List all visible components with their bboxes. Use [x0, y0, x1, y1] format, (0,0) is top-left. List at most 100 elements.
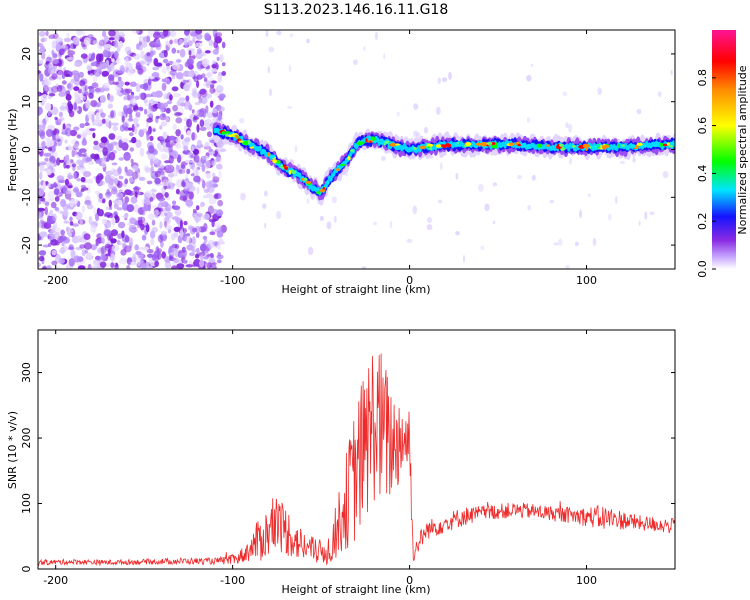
noise-cell [212, 49, 219, 55]
faint-noise-cell [307, 246, 314, 256]
noise-cell [129, 228, 138, 232]
noise-cell [58, 258, 65, 264]
noise-cell [87, 34, 94, 39]
noise-cell [186, 58, 194, 67]
faint-noise-cell [331, 196, 337, 204]
noise-cell [102, 30, 107, 38]
noise-cell [97, 247, 105, 254]
faint-noise-cell [413, 130, 419, 137]
noise-cell [168, 135, 176, 141]
noise-cell [122, 122, 129, 130]
noise-cell [196, 109, 205, 118]
noise-cell [90, 100, 98, 107]
noise-cell [86, 252, 92, 260]
noise-cell [131, 136, 137, 144]
noise-cell [83, 233, 91, 241]
noise-cell [92, 132, 96, 139]
faint-noise-cell [276, 210, 282, 220]
noise-cell [46, 265, 52, 269]
noise-cell [130, 95, 134, 99]
noise-cell [191, 236, 196, 245]
noise-cell [111, 245, 120, 252]
faint-noise-cell [423, 126, 429, 134]
noise-cell [203, 222, 208, 232]
noise-cell [203, 213, 210, 220]
noise-cell [179, 219, 183, 228]
noise-cell [150, 238, 155, 246]
noise-cell [112, 200, 119, 204]
noise-cell [95, 212, 100, 222]
noise-cell [200, 201, 205, 208]
noise-cell [182, 169, 186, 174]
noise-cell [92, 145, 101, 151]
x-tick-label: -100 [220, 574, 245, 587]
ridge-cell [298, 172, 302, 179]
faint-noise-cell [426, 224, 433, 231]
ridge-peak-cell [536, 143, 543, 148]
ridge-peak-cell [427, 143, 434, 147]
noise-cell [66, 83, 72, 89]
noise-cell [195, 248, 200, 253]
noise-cell [49, 209, 54, 215]
ridge-peak-cell [347, 156, 351, 161]
noise-cell [201, 58, 210, 68]
noise-cell [74, 71, 78, 77]
noise-cell [63, 69, 68, 77]
noise-cell [199, 213, 204, 219]
noise-cell [200, 96, 208, 105]
noise-cell [149, 50, 154, 57]
noise-cell [208, 39, 214, 47]
noise-cell [178, 169, 184, 175]
noise-cell [123, 245, 132, 253]
noise-cell [55, 133, 60, 141]
noise-cell [126, 50, 132, 57]
noise-cell [68, 244, 74, 250]
noise-cell [60, 105, 65, 110]
noise-cell [84, 122, 90, 126]
faint-noise-cell [383, 53, 386, 60]
noise-cell [44, 202, 50, 207]
noise-cell [164, 203, 172, 212]
noise-cell [147, 128, 151, 136]
noise-cell [133, 117, 139, 126]
spectrogram-y-ticks: -20 -10 0 10 20 [20, 47, 675, 254]
noise-cell [108, 133, 116, 140]
noise-cell [84, 249, 89, 254]
noise-cell [88, 216, 93, 225]
noise-cell [188, 70, 195, 78]
noise-cell [173, 92, 181, 98]
noise-cell [44, 157, 50, 162]
noise-cell [175, 72, 184, 80]
noise-cell [163, 93, 168, 100]
faint-noise-cell [455, 172, 459, 180]
noise-cell [196, 123, 200, 133]
noise-cell [83, 242, 92, 250]
y-tick-label: 300 [20, 362, 33, 383]
faint-noise-cell [442, 77, 447, 83]
noise-cell [100, 252, 105, 261]
noise-cell [193, 76, 199, 83]
noise-cell [165, 63, 170, 67]
noise-cell [132, 30, 140, 34]
noise-cell [198, 97, 203, 104]
noise-cell [108, 37, 115, 41]
ridge-peak-cell [336, 168, 341, 171]
ridge-peak-cell [380, 142, 384, 145]
ridge-peak-cell [249, 144, 253, 148]
noise-cell [171, 61, 180, 70]
noise-cell [173, 226, 181, 232]
noise-cell [176, 49, 180, 54]
noise-cell [113, 177, 119, 185]
noise-cell [211, 108, 218, 114]
noise-cell [110, 238, 117, 244]
noise-cell [45, 30, 49, 36]
faint-noise-cell [406, 238, 413, 243]
noise-cell [187, 40, 193, 47]
noise-cell [173, 38, 179, 44]
noise-cell [205, 181, 213, 189]
noise-cell [132, 53, 141, 60]
noise-cell [157, 234, 164, 243]
noise-cell [52, 53, 58, 59]
noise-cell [169, 182, 173, 186]
